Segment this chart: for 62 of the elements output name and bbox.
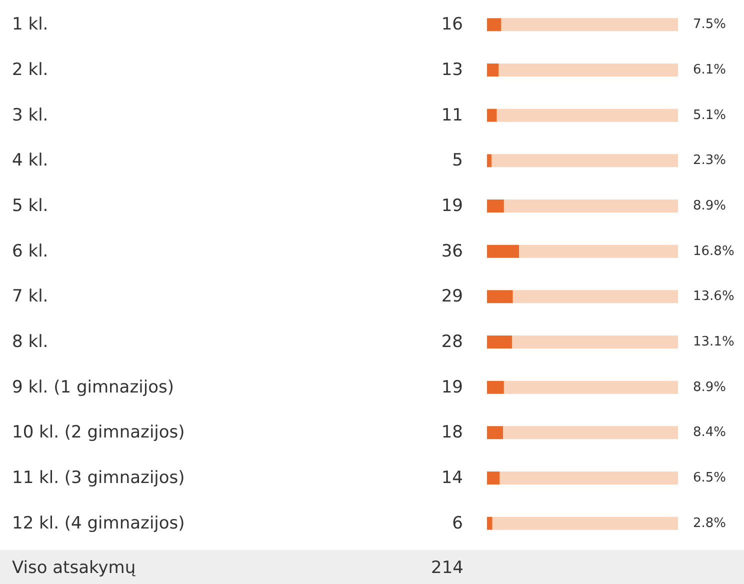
bar — [487, 472, 500, 484]
bar — [487, 154, 492, 168]
y-tick-label: 1 kl. — [12, 14, 48, 35]
text: 8.9% — [693, 380, 726, 395]
text: 6.1% — [693, 62, 726, 78]
bar — [504, 200, 678, 212]
bar — [487, 64, 499, 76]
bar — [492, 516, 678, 530]
data-label: 6 — [452, 513, 463, 534]
y-tick-label: 5 kl. — [12, 196, 48, 216]
y-tick-label: 6 kl. — [12, 241, 48, 262]
bar — [487, 18, 502, 32]
text: 7.5% — [693, 17, 726, 32]
data-label: 18 — [441, 422, 463, 443]
text: 13.6% — [693, 289, 734, 304]
bar — [487, 244, 520, 258]
bar — [487, 380, 504, 394]
y-tick-label: 9 kl. (1 gimnazijos) — [12, 377, 174, 398]
text: 8.4% — [693, 425, 726, 440]
text: 16.8% — [693, 244, 734, 259]
bar — [487, 516, 492, 530]
data-label: 28 — [441, 332, 463, 352]
bar — [501, 18, 678, 32]
y-tick-label: 7 kl. — [12, 286, 48, 307]
bar — [499, 472, 678, 484]
bar — [512, 290, 678, 304]
text: 8.9% — [693, 198, 726, 214]
bar — [487, 200, 504, 212]
data-label: 19 — [441, 377, 463, 398]
y-tick-label: 12 kl. (4 gimnazijos) — [12, 513, 185, 534]
bar — [487, 426, 504, 440]
bar — [504, 380, 678, 394]
y-tick-label: 8 kl. — [12, 332, 48, 352]
data-label: 11 — [441, 105, 463, 126]
text: 5.1% — [693, 108, 726, 123]
bar — [512, 336, 678, 348]
y-tick-label: 2 kl. — [12, 60, 48, 80]
bar — [487, 108, 497, 122]
y-tick-label: 4 kl. — [12, 150, 48, 171]
data-label: 29 — [441, 286, 463, 307]
bar — [487, 290, 513, 304]
bar — [503, 426, 678, 440]
text: 6.5% — [693, 470, 726, 486]
text: Viso atsakymų — [12, 558, 136, 578]
bar — [498, 64, 678, 76]
data-label: 5 — [452, 150, 463, 171]
text: 2.8% — [693, 516, 726, 531]
y-tick-label: 3 kl. — [12, 105, 48, 126]
data-label: 16 — [441, 14, 463, 35]
data-label: 19 — [441, 196, 463, 216]
text: 2.3% — [693, 153, 726, 168]
data-label: 13 — [441, 60, 463, 80]
bar — [491, 154, 678, 168]
data-label: 36 — [441, 241, 463, 262]
data-label: 14 — [441, 468, 463, 488]
bar — [487, 336, 512, 348]
text: 214 — [431, 558, 464, 578]
bar — [496, 108, 678, 122]
y-tick-label: 10 kl. (2 gimnazijos) — [12, 422, 185, 443]
bar — [519, 244, 678, 258]
y-tick-label: 11 kl. (3 gimnazijos) — [12, 468, 185, 488]
text: 13.1% — [693, 334, 734, 350]
